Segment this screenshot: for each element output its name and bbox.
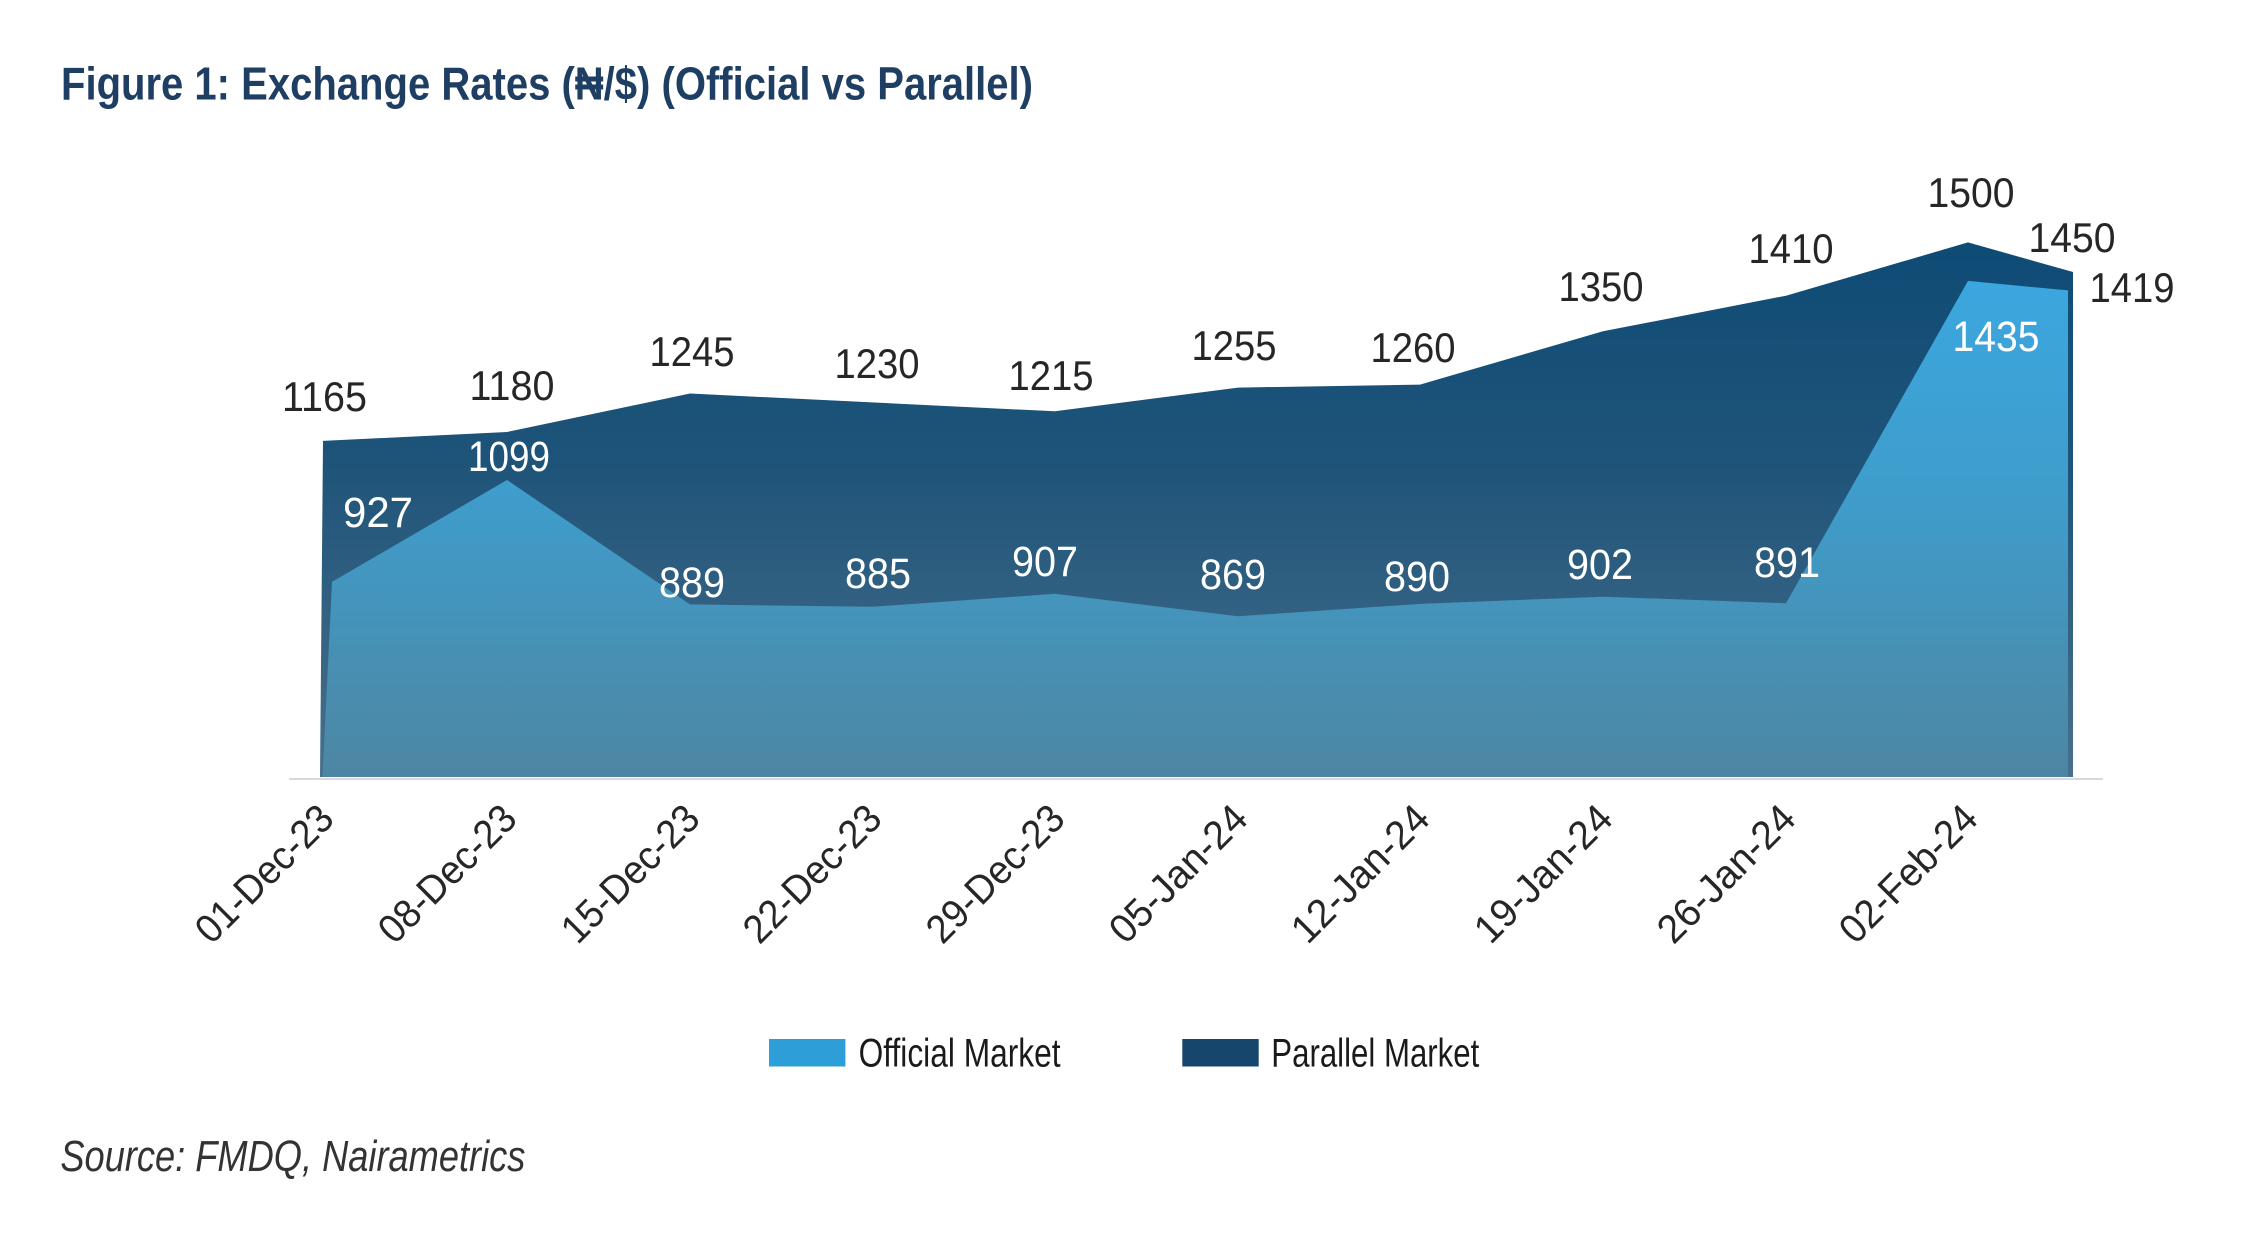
svg-text:869: 869 [1200,551,1266,599]
svg-text:1410: 1410 [1749,225,1834,272]
svg-text:1260: 1260 [1371,324,1456,371]
svg-text:Parallel Market: Parallel Market [1271,1032,1479,1076]
svg-text:927: 927 [343,489,413,537]
svg-text:Figure 1: Exchange Rates (₦/$): Figure 1: Exchange Rates (₦/$) (Official… [61,58,1033,110]
svg-text:1180: 1180 [470,362,555,409]
svg-text:902: 902 [1567,541,1633,589]
svg-text:Source: FMDQ, Nairametrics: Source: FMDQ, Nairametrics [60,1132,525,1181]
svg-text:1500: 1500 [1928,169,2015,216]
svg-text:891: 891 [1754,539,1820,587]
svg-text:1450: 1450 [2029,214,2116,261]
svg-text:1350: 1350 [1559,263,1644,310]
svg-text:1215: 1215 [1009,352,1094,399]
svg-text:885: 885 [845,550,911,598]
svg-text:907: 907 [1012,538,1078,586]
svg-text:1245: 1245 [650,328,735,375]
svg-text:890: 890 [1384,553,1450,601]
svg-text:1165: 1165 [282,373,367,420]
svg-text:Official Market: Official Market [859,1032,1061,1076]
svg-text:1230: 1230 [835,340,920,387]
svg-text:1099: 1099 [468,433,550,481]
svg-text:1255: 1255 [1192,322,1277,369]
svg-text:1435: 1435 [1953,313,2040,361]
svg-text:889: 889 [659,559,725,607]
svg-text:1419: 1419 [2090,264,2175,311]
